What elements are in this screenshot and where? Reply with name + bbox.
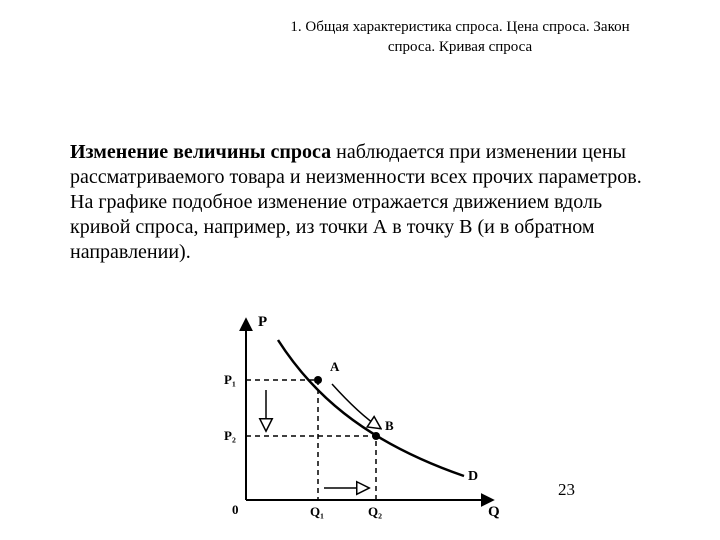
svg-text:A: A	[330, 359, 340, 374]
svg-text:P₂: P₂	[224, 428, 236, 443]
body-sentence2: На графике подобное изменение отражается…	[70, 191, 602, 263]
page-number: 23	[558, 480, 575, 500]
body-bold-lead: Изменение величины спроса	[70, 141, 331, 163]
demand-curve-chart: P Q 0 P₁ P₂ Q₁ Q₂ A B D	[210, 312, 510, 522]
svg-text:B: B	[385, 418, 394, 433]
header-line-2: спроса. Кривая спроса	[388, 39, 532, 55]
svg-text:P₁: P₁	[224, 372, 236, 387]
svg-text:P: P	[258, 314, 267, 330]
slide-body: Изменение величины спроса наблюдается пр…	[70, 140, 660, 265]
svg-text:Q₁: Q₁	[310, 504, 324, 519]
slide-header: 1. Общая характеристика спроса. Цена спр…	[260, 18, 660, 57]
svg-text:D: D	[468, 469, 478, 484]
svg-text:Q: Q	[488, 504, 500, 520]
svg-text:0: 0	[232, 502, 239, 517]
svg-text:Q₂: Q₂	[368, 504, 382, 519]
header-line-1: 1. Общая характеристика спроса. Цена спр…	[290, 19, 629, 35]
